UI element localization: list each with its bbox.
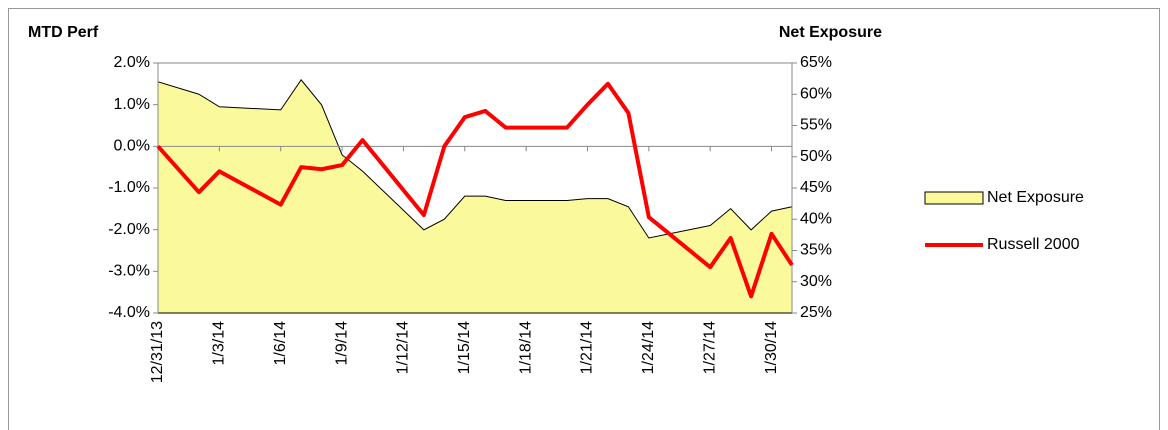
y2-tick-label: 40%: [800, 210, 832, 227]
x-tick-label: 12/31/13: [149, 321, 166, 383]
y-tick-label: -2.0%: [108, 221, 150, 238]
x-tick-label: 1/9/14: [333, 321, 350, 366]
y-tick-label: 2.0%: [114, 54, 150, 71]
area: [157, 79, 793, 314]
x-tick-label: 1/15/14: [456, 321, 473, 374]
x-tick-label: 1/30/14: [763, 321, 780, 374]
y-tick-label: -1.0%: [108, 179, 150, 196]
y2-tick-label: 35%: [800, 242, 832, 259]
x-tick-label: 1/12/14: [395, 321, 412, 374]
x-tick-label: 1/18/14: [517, 321, 534, 374]
legend-label: Net Exposure: [987, 189, 1084, 206]
y2-tick-label: 55%: [800, 117, 832, 134]
line: [156, 81, 794, 299]
x-tick-label: 1/21/14: [579, 321, 596, 374]
y-tick-label: 0.0%: [114, 138, 150, 155]
y2-tick-label: 60%: [800, 85, 832, 102]
y-tick-label: 1.0%: [114, 96, 150, 113]
y-tick-label: -3.0%: [108, 263, 150, 280]
y2-tick-label: 50%: [800, 148, 832, 165]
y2-tick-label: 65%: [800, 54, 832, 71]
y-axis-title: MTD Perf: [28, 24, 99, 41]
y2-tick-label: 45%: [800, 179, 832, 196]
legend-swatch: [924, 191, 984, 205]
y-tick-label: -4.0%: [108, 304, 150, 321]
y2-tick-label: 25%: [800, 304, 832, 321]
y2-tick-label: 30%: [800, 273, 832, 290]
y2-axis-title: Net Exposure: [779, 24, 882, 41]
x-tick-label: 1/3/14: [211, 321, 228, 366]
x-tick-label: 1/27/14: [701, 321, 718, 374]
legend-label: Russell 2000: [987, 236, 1080, 253]
x-tick-label: 1/24/14: [640, 321, 657, 374]
x-tick-label: 1/6/14: [272, 321, 289, 366]
